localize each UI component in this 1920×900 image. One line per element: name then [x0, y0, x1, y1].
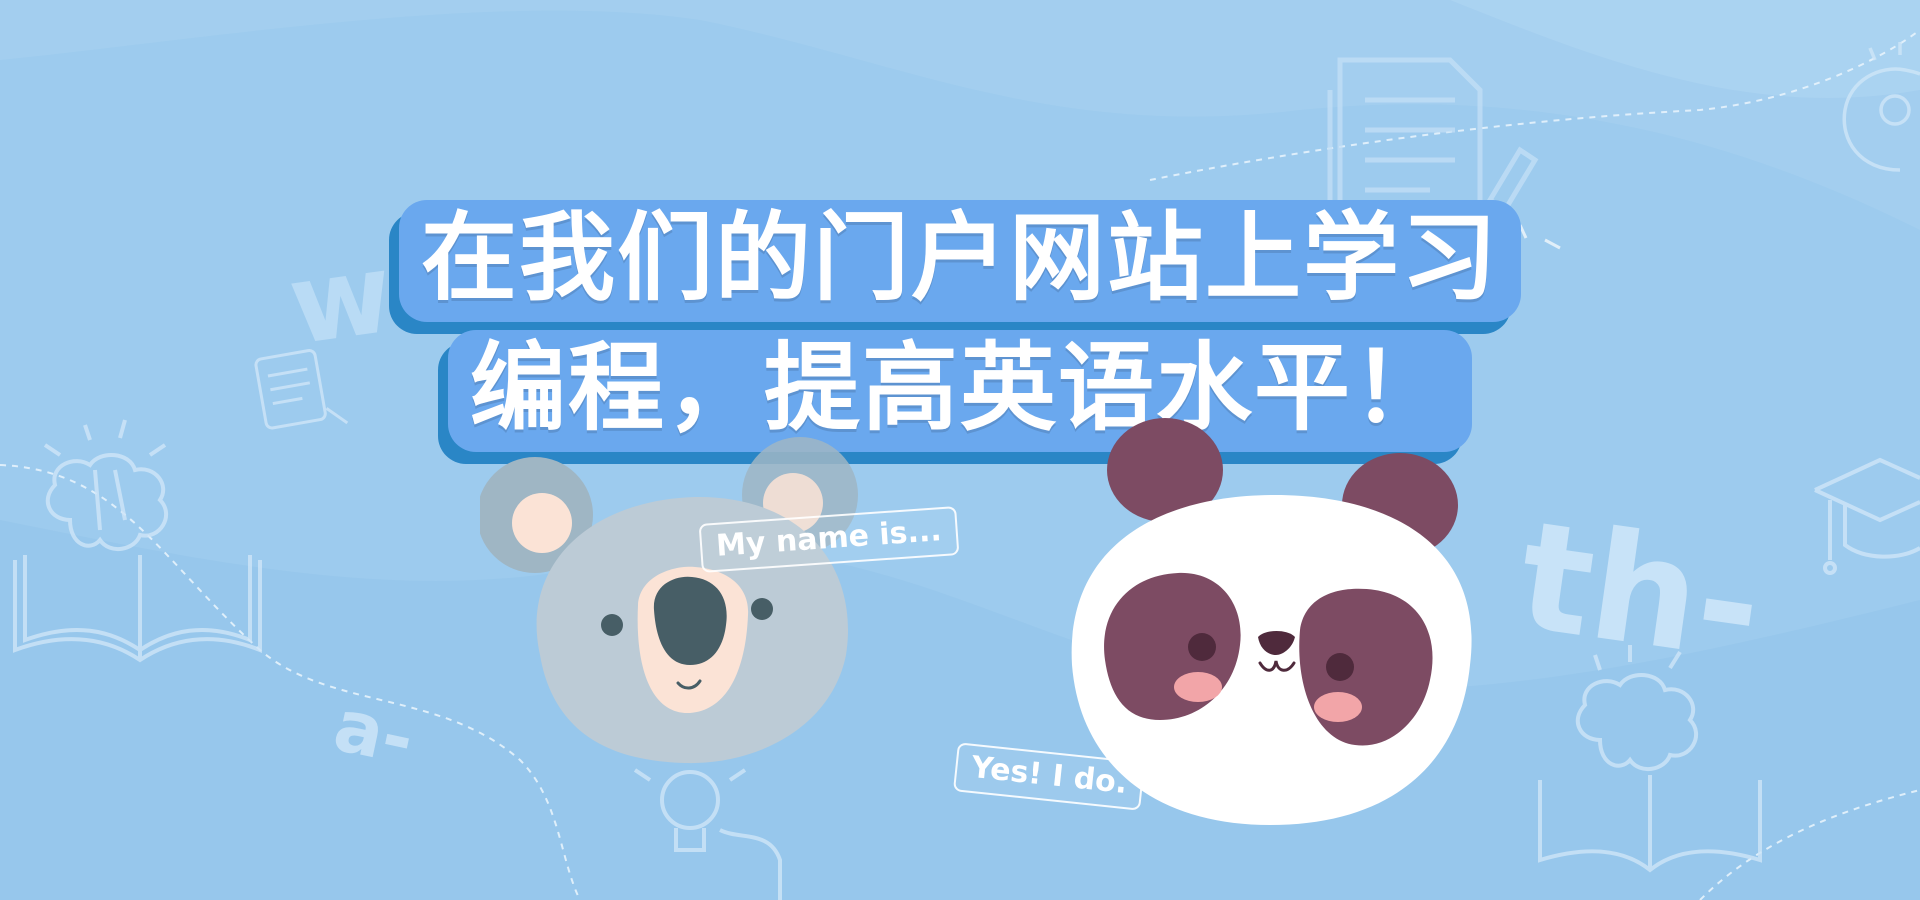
headline-line-1: 在我们的门户网站上学习	[0, 200, 1920, 322]
graduation-cap-icon	[1814, 457, 1920, 575]
brain-book-icon	[13, 419, 262, 663]
head-idea-icon	[1842, 42, 1920, 172]
koala-illustration	[480, 437, 858, 764]
panda-illustration	[1071, 418, 1472, 825]
notes-icon	[254, 349, 349, 430]
brain-book-icon	[1538, 645, 1762, 873]
headline-text-1: 在我们的门户网站上学习	[399, 200, 1521, 322]
headline-text-2: 编程，提高英语水平！	[448, 330, 1472, 452]
decor-letters-th: th-	[1509, 489, 1772, 695]
headline-line-2: 编程，提高英语水平！	[0, 330, 1920, 452]
